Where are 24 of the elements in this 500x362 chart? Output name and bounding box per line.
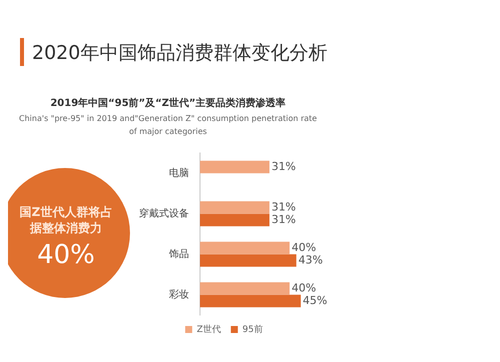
data-label: 40%	[292, 240, 316, 254]
legend-label: 95前	[242, 324, 263, 335]
bar	[200, 254, 296, 267]
y-tick-label: 电脑	[169, 166, 189, 179]
bar	[200, 294, 301, 308]
bar	[200, 201, 270, 214]
chart-title: 2020年中国饰品消费群体变化分析	[32, 41, 328, 66]
y-tick-label: 彩妆	[169, 288, 189, 300]
y-tick-label: 饰品	[168, 248, 189, 260]
bar	[200, 214, 270, 226]
bar	[200, 160, 270, 174]
bar	[200, 282, 290, 295]
legend-label: Z世代	[196, 324, 221, 335]
data-label: 43%	[298, 253, 323, 266]
text: 40%	[36, 240, 96, 270]
y-tick-label: 穿戴式设备	[139, 207, 189, 220]
bar	[200, 242, 290, 254]
data-label: 31%	[271, 160, 296, 173]
data-label: 40%	[292, 281, 316, 294]
data-label: 45%	[302, 294, 328, 307]
data-label: 31%	[271, 212, 296, 226]
chart-subtitle: 2019年中国“95前”及“Z世代”主要品类消费渗透率 China's "pre-95" in 2019 and"Generation Z" consumption penetration rate of major categories	[18, 96, 318, 138]
text: 国Z世代人群将占据整体消费力	[18, 204, 114, 236]
data-label: 31%	[271, 200, 296, 214]
